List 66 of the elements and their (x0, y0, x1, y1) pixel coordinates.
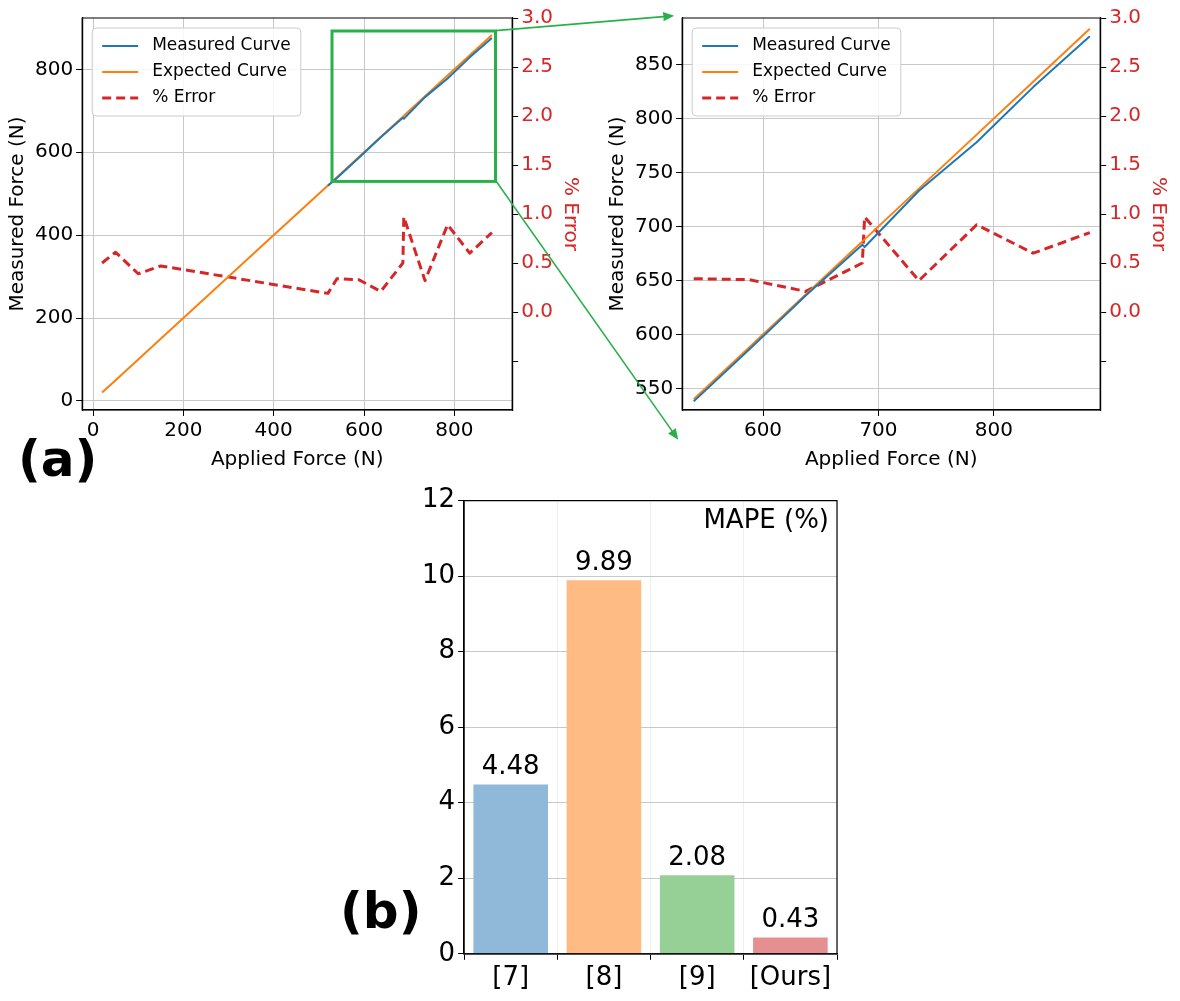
legend-label: Expected Curve (752, 60, 888, 81)
y-tick-label: 8 (438, 634, 456, 665)
x-tick-label: 600 (344, 417, 384, 442)
chart-title: MAPE (%) (703, 504, 829, 535)
y-tick-label: 0 (60, 387, 74, 412)
x-tick-label: [7] (492, 961, 530, 992)
x-tick-label: [8] (585, 961, 623, 992)
y-tick-label: 600 (634, 320, 674, 345)
y-tick-label: 800 (634, 104, 674, 129)
data-label: 2.08 (668, 841, 727, 871)
y2-tick-label: 2.5 (521, 53, 554, 78)
y2-tick-label: 2.5 (1109, 53, 1142, 78)
y2-tick-label: 2.0 (521, 102, 554, 127)
y-tick-label: 4 (438, 785, 456, 816)
y2-tick-label: 1.5 (1109, 151, 1142, 176)
y-tick-label: 600 (34, 138, 74, 163)
legend-label: % Error (752, 86, 816, 107)
x-tick-label: 700 (859, 417, 898, 442)
y2-tick-label: 0.0 (1109, 298, 1142, 323)
text: (b) (340, 882, 422, 940)
legend-label: % Error (152, 86, 216, 107)
y2-tick-label: 3.0 (521, 4, 554, 29)
legend-label: Measured Curve (152, 34, 291, 55)
y-tick-label: 700 (634, 212, 674, 237)
x-tick-label: 400 (254, 417, 293, 442)
y-axis-title: Measured Force (N) (604, 116, 629, 312)
y-tick-label: 6 (438, 709, 456, 740)
y-tick-label: 0 (438, 936, 456, 967)
bar (753, 937, 828, 954)
y2-tick-label: 1.0 (521, 200, 554, 225)
y-tick-label: 12 (421, 483, 456, 514)
y-tick-label: 200 (34, 304, 74, 329)
x-tick-label: [Ours] (749, 961, 832, 992)
data-label: 9.89 (574, 546, 633, 577)
y2-axis-title: % Error (559, 176, 584, 252)
y2-tick-label: 1.0 (1109, 200, 1142, 225)
y-tick-label: 650 (634, 266, 674, 291)
y2-tick-label: 0.5 (1109, 249, 1142, 274)
y2-axis-title: % Error (1147, 176, 1172, 252)
bar (473, 784, 548, 954)
y2-tick-label: 3.0 (1109, 4, 1142, 29)
y-axis-title: Measured Force (N) (4, 116, 29, 312)
x-axis-title: Applied Force (N) (804, 446, 978, 471)
y2-tick-label: 0.5 (521, 249, 554, 274)
legend-label: Measured Curve (752, 34, 891, 55)
x-tick-label: 800 (974, 417, 1014, 442)
y-tick-label: 2 (438, 861, 456, 892)
data-label: 4.48 (481, 750, 540, 781)
x-tick-label: 200 (164, 417, 203, 442)
data-label: 0.43 (761, 903, 820, 934)
line-series (100, 215, 494, 295)
bar (659, 875, 735, 954)
x-axis-title: Applied Force (N) (210, 446, 384, 471)
legend-label: Expected Curve (152, 60, 288, 81)
x-tick-label: [9] (678, 961, 716, 992)
y2-tick-label: 1.5 (521, 151, 554, 176)
y2-tick-label: 2.0 (1109, 102, 1142, 127)
y-tick-label: 400 (34, 221, 74, 246)
y-tick-label: 10 (421, 558, 456, 589)
y-tick-label: 850 (634, 50, 674, 75)
y-tick-label: 800 (34, 55, 74, 80)
line-series (692, 215, 1092, 293)
bar (566, 580, 642, 954)
y2-tick-label: 0.0 (521, 298, 554, 323)
y-tick-label: 750 (634, 158, 674, 183)
x-tick-label: 600 (743, 417, 783, 442)
